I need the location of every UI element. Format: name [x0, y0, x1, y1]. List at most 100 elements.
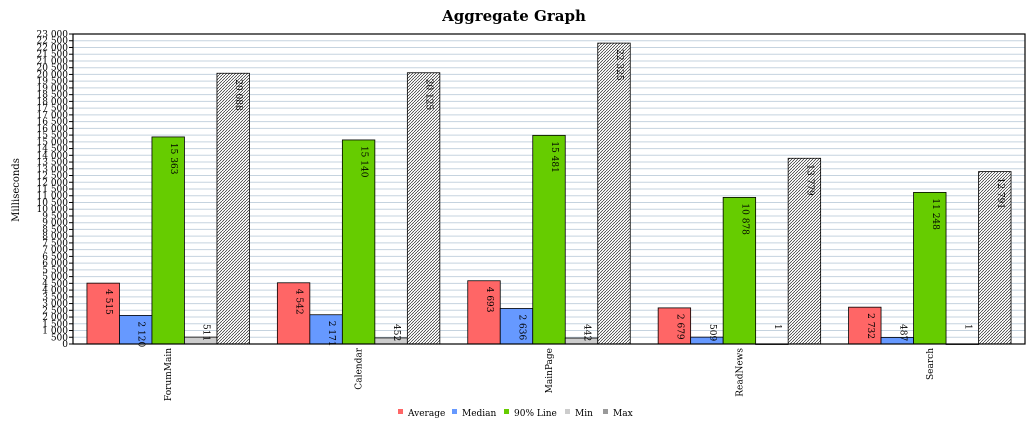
bars	[86, 42, 1012, 345]
y-tick-label: 7 500	[42, 239, 68, 249]
y-tick-label: 500	[51, 333, 68, 343]
y-tick-label: 4 000	[42, 286, 68, 296]
bar-value-label: 2 732	[865, 313, 875, 339]
y-tick-label: 10 000	[37, 205, 69, 215]
bar-min-calendar	[374, 337, 408, 345]
bar-average-forummain	[86, 282, 120, 345]
x-tick-label: Calendar	[355, 347, 365, 389]
bar-value-label: 452	[391, 324, 401, 341]
y-tick-label: 13 500	[37, 158, 69, 168]
y-tick-label: 19 000	[37, 84, 69, 94]
legend-swatch-max	[603, 409, 608, 414]
y-tick-label: 2 000	[42, 313, 68, 323]
bar-value-label: 1	[962, 324, 972, 330]
bar-value-label: 20 088	[233, 79, 243, 111]
y-tick-label: 16 000	[37, 124, 69, 134]
y-tick-label: 21 000	[37, 57, 69, 67]
bar-value-label: 2 636	[517, 314, 527, 340]
y-tick-label: 7 000	[42, 246, 68, 256]
x-tick-label: Search	[926, 348, 936, 380]
x-axis-ticks: ForumMain Calendar MainPage ReadNews Search	[164, 347, 936, 401]
y-tick-label: 9 000	[42, 219, 68, 229]
x-tick-label: MainPage	[545, 348, 555, 393]
bar-value-label: 509	[707, 324, 717, 341]
bar-max-search	[978, 171, 1012, 345]
y-tick-label: 4 500	[42, 279, 68, 289]
bar-value-label: 22 325	[614, 49, 624, 81]
bar-value-label: 4 515	[103, 289, 113, 315]
bar-90-line-mainpage	[532, 134, 566, 345]
bar-median-search	[880, 337, 914, 345]
y-tick-label: 1 000	[42, 327, 68, 337]
bar-value-label: 11 248	[930, 198, 940, 230]
chart-title: Aggregate Graph	[441, 7, 586, 25]
bar-average-search	[848, 306, 882, 345]
bar-value-label: 13 779	[804, 164, 814, 196]
bar-value-label: 20 125	[424, 79, 434, 111]
bar-value-label: 511	[201, 324, 211, 341]
y-tick-label: 15 000	[37, 138, 69, 148]
y-tick-label: 10 500	[37, 198, 69, 208]
y-tick-label: 9 500	[42, 212, 68, 222]
bar-max-forummain	[216, 72, 250, 345]
bar-average-readnews	[657, 307, 692, 345]
bar-average-mainpage	[467, 280, 501, 345]
bar-max-mainpage	[597, 42, 631, 345]
bar-value-label: 487	[897, 324, 907, 341]
bar-value-label: 15 363	[168, 143, 178, 175]
bar-90-line-search	[913, 191, 947, 345]
bar-90-line-readnews	[722, 196, 757, 345]
bar-value-label: 442	[582, 324, 592, 341]
legend-label: 90% Line	[514, 409, 557, 419]
y-tick-label: 6 000	[42, 259, 68, 269]
x-tick-label: ForumMain	[164, 348, 174, 401]
y-tick-label: 15 500	[37, 131, 69, 141]
bar-value-labels: 4 515 2 120 15 363 511 20 088 4 542 2 171 15 14…	[103, 49, 1005, 347]
legend-label: Average	[407, 409, 445, 419]
y-tick-label: 22 500	[37, 37, 69, 47]
legend-label: Min	[575, 409, 593, 419]
bar-median-mainpage	[499, 308, 534, 345]
y-tick-label: 22 000	[37, 43, 69, 53]
y-tick-label: 8 000	[42, 232, 68, 242]
y-tick-label: 3 500	[42, 293, 68, 303]
y-tick-label: 23 000	[37, 30, 69, 40]
y-tick-label: 18 500	[37, 91, 69, 101]
bar-value-label: 2 171	[326, 321, 336, 347]
y-tick-label: 12 000	[37, 178, 69, 188]
y-axis-label: Milliseconds	[11, 158, 22, 222]
y-tick-label: 14 500	[37, 145, 69, 155]
bar-value-label: 2 679	[674, 314, 684, 340]
legend-swatch-90-line	[504, 409, 509, 414]
legend-label: Max	[613, 409, 633, 419]
y-tick-label: 12 500	[37, 172, 69, 182]
legend: Average Median 90% Line Min Max	[398, 409, 633, 419]
bar-value-label: 15 140	[359, 146, 369, 178]
y-tick-label: 5 000	[42, 273, 68, 283]
bar-max-calendar	[406, 72, 441, 345]
bar-value-label: 4 542	[294, 289, 304, 315]
legend-label: Median	[462, 409, 497, 419]
bar-value-label: 10 878	[739, 203, 749, 235]
bar-value-label: 12 791	[995, 178, 1005, 210]
bar-value-label: 4 693	[484, 287, 494, 313]
bar-median-forummain	[119, 315, 153, 345]
y-tick-label: 2 500	[42, 306, 68, 316]
bar-max-readnews	[787, 157, 822, 345]
bar-median-calendar	[309, 314, 343, 345]
y-tick-label: 17 000	[37, 111, 69, 121]
y-tick-label: 5 500	[42, 266, 68, 276]
legend-swatch-median	[452, 409, 457, 414]
bar-min-forummain	[184, 336, 218, 345]
plot-frame	[72, 33, 1026, 345]
legend-swatch-min	[565, 409, 570, 414]
y-tick-label: 0	[62, 340, 68, 350]
y-tick-label: 14 000	[37, 151, 69, 161]
y-tick-label: 6 500	[42, 252, 68, 262]
y-tick-label: 1 500	[42, 320, 68, 330]
bar-90-line-forummain	[151, 136, 185, 345]
y-tick-label: 3 000	[42, 300, 68, 310]
bar-min-mainpage	[564, 337, 599, 345]
